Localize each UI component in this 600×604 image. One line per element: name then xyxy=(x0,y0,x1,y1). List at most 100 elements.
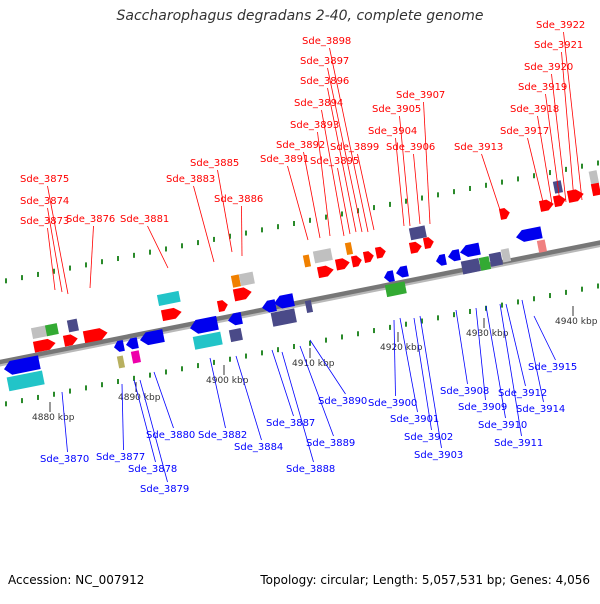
top-gene-label: Sde_3892 xyxy=(276,140,325,151)
top-tick xyxy=(453,189,455,195)
gene-reverse xyxy=(228,312,243,326)
bottom-leader-line xyxy=(121,383,124,451)
top-gene-label: Sde_3921 xyxy=(534,40,583,51)
top-gene-label: Sde_3898 xyxy=(302,36,351,47)
top-gene-label: Sde_3919 xyxy=(518,82,567,93)
top-tick xyxy=(53,268,55,274)
bottom-leader-line xyxy=(299,345,334,437)
top-leader-line xyxy=(545,93,561,203)
gene-feature xyxy=(384,281,407,298)
gene-forward xyxy=(552,195,566,208)
gene-forward xyxy=(32,338,56,353)
top-tick xyxy=(533,173,535,179)
top-tick xyxy=(133,252,135,258)
bottom-leader-line xyxy=(485,305,506,419)
top-tick xyxy=(581,163,583,169)
gene-feature xyxy=(192,331,223,350)
bottom-tick xyxy=(101,382,103,388)
gene-feature xyxy=(66,318,79,333)
bottom-tick xyxy=(421,318,423,324)
gene-forward xyxy=(408,241,422,254)
top-leader-line xyxy=(563,31,583,201)
gene-reverse xyxy=(460,242,481,257)
bottom-leader-line xyxy=(413,317,432,431)
bottom-leader-line xyxy=(533,315,556,361)
top-gene-label: Sde_3904 xyxy=(368,126,417,137)
top-tick xyxy=(421,195,423,201)
bottom-tick xyxy=(21,398,23,404)
bottom-tick xyxy=(437,315,439,321)
top-gene-label: Sde_3876 xyxy=(66,214,115,225)
top-gene-label: Sde_3918 xyxy=(510,104,559,115)
bottom-tick xyxy=(37,394,39,400)
bottom-leader-line xyxy=(209,357,226,429)
gene-reverse xyxy=(190,315,219,334)
bottom-gene-label: Sde_3877 xyxy=(96,452,145,463)
gene-reverse xyxy=(262,299,277,313)
gene-feature xyxy=(312,248,333,264)
bottom-tick xyxy=(165,369,167,375)
bottom-tick xyxy=(69,388,71,394)
top-gene-label: Sde_3873 xyxy=(20,216,69,227)
bottom-leader-line xyxy=(455,309,468,385)
gene-feature xyxy=(238,271,255,287)
top-tick xyxy=(197,240,199,246)
top-leader-line xyxy=(147,225,169,269)
bottom-tick xyxy=(405,321,407,327)
gene-feature xyxy=(230,274,242,288)
top-leader-line xyxy=(337,167,351,235)
top-tick xyxy=(245,230,247,236)
gene-feature xyxy=(478,256,492,271)
kbp-label: 4880 kbp xyxy=(32,413,75,423)
top-leader-line xyxy=(47,227,56,291)
gene-feature xyxy=(488,251,504,267)
gene-forward xyxy=(216,300,228,313)
gene-feature xyxy=(228,328,243,343)
bottom-tick xyxy=(581,286,583,292)
top-tick xyxy=(565,166,567,172)
top-gene-label: Sde_3891 xyxy=(260,154,309,165)
top-leader-line xyxy=(47,207,63,293)
kbp-label: 4890 kbp xyxy=(118,393,161,403)
gene-forward xyxy=(566,189,584,203)
top-tick xyxy=(517,176,519,182)
top-tick xyxy=(325,214,327,220)
top-leader-line xyxy=(399,115,411,227)
top-tick xyxy=(181,243,183,249)
bottom-tick xyxy=(245,353,247,359)
gene-reverse xyxy=(516,226,543,242)
bottom-tick xyxy=(453,312,455,318)
top-tick xyxy=(309,217,311,223)
top-tick xyxy=(149,249,151,255)
top-leader-line xyxy=(217,169,233,253)
top-tick xyxy=(277,224,279,230)
bottom-tick xyxy=(229,356,231,362)
bottom-gene-label: Sde_3884 xyxy=(234,442,283,453)
top-tick xyxy=(405,198,407,204)
top-gene-label: Sde_3907 xyxy=(396,90,445,101)
top-leader-line xyxy=(287,165,309,241)
bottom-tick xyxy=(277,347,279,353)
bottom-tick xyxy=(181,366,183,372)
top-tick xyxy=(469,185,471,191)
bottom-leader-line xyxy=(419,315,442,449)
gene-feature xyxy=(302,254,312,268)
gene-reverse xyxy=(436,253,447,266)
bottom-tick xyxy=(85,385,87,391)
bottom-tick xyxy=(261,350,263,356)
gene-feature xyxy=(460,258,481,275)
bottom-tick xyxy=(117,379,119,385)
gene-reverse xyxy=(114,339,125,352)
top-gene-label: Sde_3874 xyxy=(20,196,69,207)
bottom-leader-line xyxy=(235,355,262,441)
top-gene-label: Sde_3896 xyxy=(300,76,349,87)
gene-forward xyxy=(498,208,510,220)
kbp-label: 4940 kbp xyxy=(555,317,598,327)
gene-forward xyxy=(232,287,252,302)
map-title: Saccharophagus degradans 2-40, complete … xyxy=(116,8,484,24)
bottom-tick xyxy=(341,334,343,340)
bottom-gene-label: Sde_3910 xyxy=(478,420,527,431)
bottom-leader-line xyxy=(393,319,396,397)
top-leader-line xyxy=(327,87,357,233)
